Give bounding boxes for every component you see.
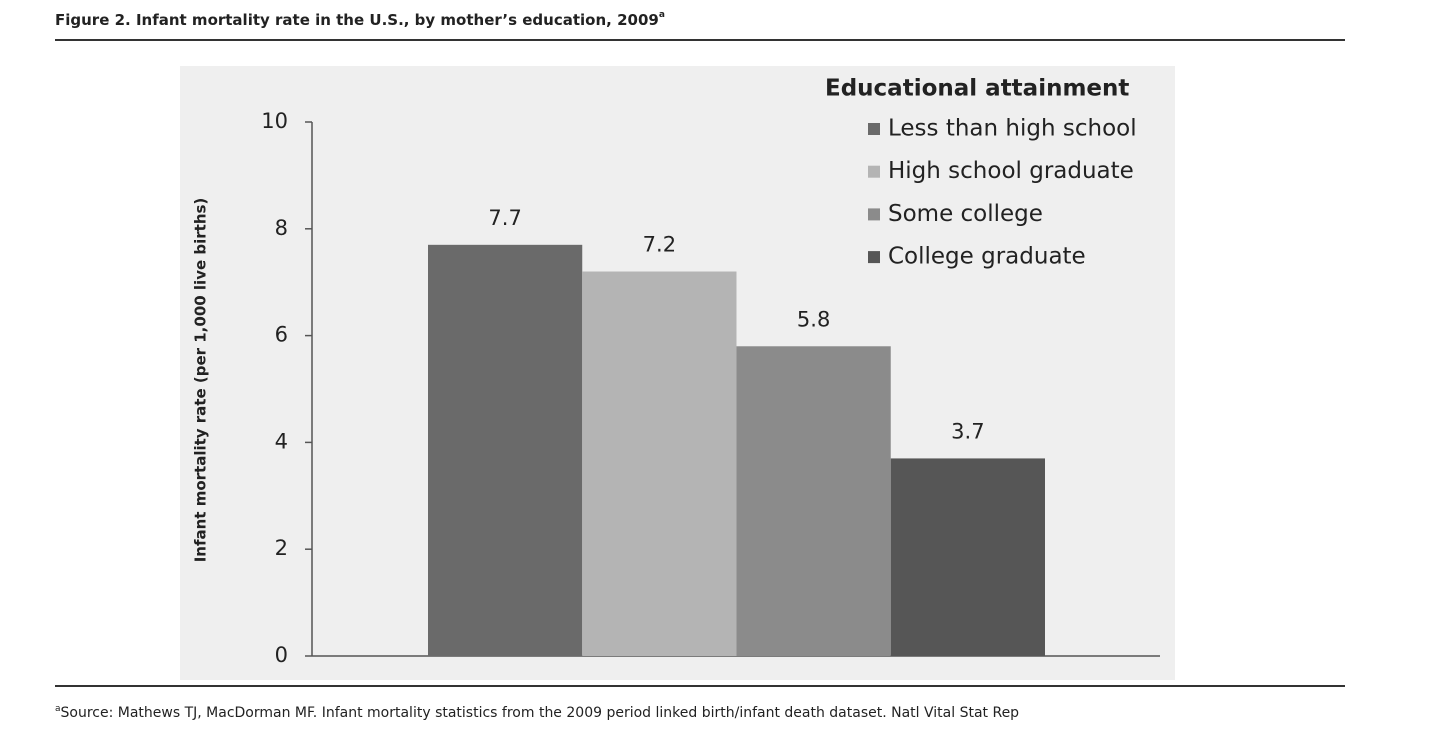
legend-swatch — [868, 123, 880, 135]
y-tick-label: 2 — [275, 536, 288, 560]
legend-swatch — [868, 208, 880, 221]
value-label: 7.2 — [643, 233, 676, 257]
figure-title: Figure 2. Infant mortality rate in the U… — [55, 10, 665, 29]
footnote-text: Source: Mathews TJ, MacDorman MF. Infant… — [61, 705, 1020, 721]
bar — [736, 346, 891, 656]
y-tick-label: 6 — [275, 323, 288, 347]
legend-swatch — [868, 251, 880, 264]
y-axis-label: Infant mortality rate (per 1,000 live bi… — [192, 198, 210, 563]
footnote-marker: a — [55, 704, 61, 714]
legend-label: Less than high school — [888, 116, 1137, 142]
legend-title: Educational attainment — [825, 76, 1129, 102]
footnote: aSource: Mathews TJ, MacDorman MF. Infan… — [55, 704, 1019, 722]
bar — [582, 271, 737, 656]
value-label: 7.7 — [488, 206, 521, 230]
legend-label: Some college — [888, 201, 1043, 227]
legend-swatch — [868, 165, 880, 178]
y-tick-label: 0 — [275, 643, 288, 667]
legend-label: High school graduate — [888, 158, 1134, 184]
bar — [890, 458, 1045, 656]
title-marker: a — [659, 10, 665, 20]
value-label: 3.7 — [951, 419, 984, 443]
y-tick-label: 10 — [261, 109, 288, 133]
y-tick-label: 4 — [275, 429, 288, 453]
y-tick-label: 8 — [275, 216, 288, 240]
legend-label: College graduate — [888, 244, 1086, 270]
value-label: 5.8 — [797, 307, 830, 331]
bar — [428, 244, 583, 656]
title-text: Figure 2. Infant mortality rate in the U… — [55, 11, 659, 29]
